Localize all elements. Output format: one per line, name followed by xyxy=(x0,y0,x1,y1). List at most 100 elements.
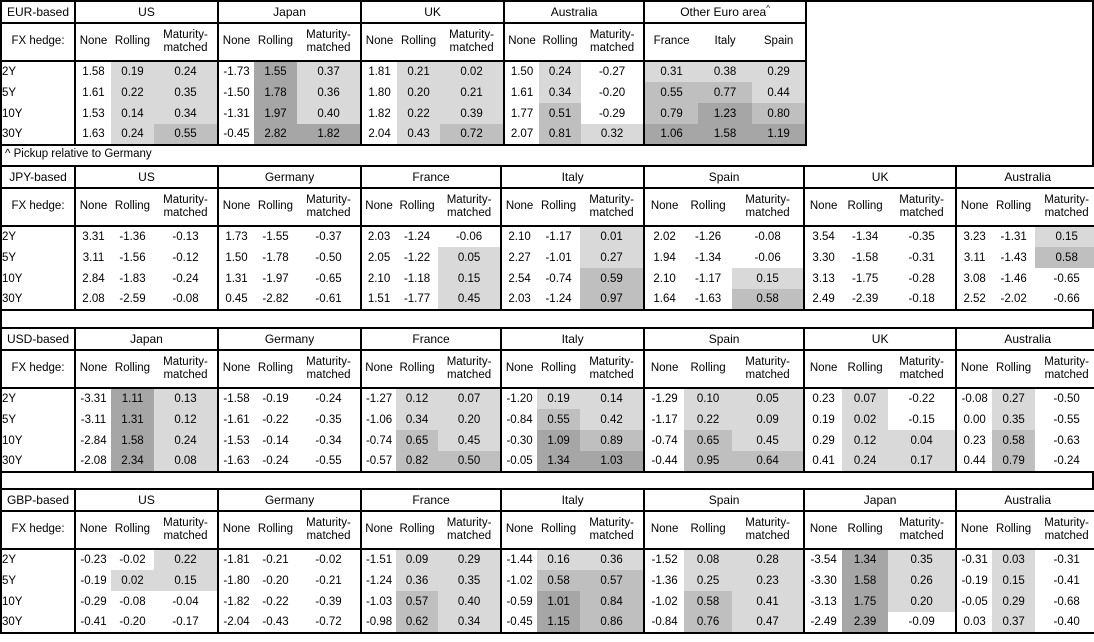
maturity-label: 2Y xyxy=(1,549,76,570)
jpy-based-table: JPY-based US Germany France Italy Spain UK Aust… xyxy=(0,165,1094,311)
value-cell: 0.23 xyxy=(955,430,993,451)
value-cell: 0.21 xyxy=(397,61,441,82)
value-cell: 1.31 xyxy=(111,409,154,430)
country-header: Spain xyxy=(643,166,805,189)
value-cell: 1.63 xyxy=(74,124,111,145)
value-cell: 0.10 xyxy=(684,388,733,409)
value-cell: 0.31 xyxy=(643,61,699,82)
value-cell: 0.41 xyxy=(803,451,843,472)
value-cell: 0.03 xyxy=(955,612,993,633)
hedge-column-header: Maturity-matched xyxy=(888,511,957,550)
value-cell: 0.14 xyxy=(580,388,645,409)
maturity-label: 30Y xyxy=(1,289,76,310)
maturity-data-row: 30Y -0.41 -0.20 -0.17 -2.04 -0.43 -0.72 -0.98 0.… xyxy=(1,612,1094,633)
hedge-column-header: Rolling xyxy=(111,23,154,62)
country-header: Australia xyxy=(503,1,645,24)
value-cell: -2.08 xyxy=(74,451,111,472)
maturity-label: 5Y xyxy=(1,409,76,430)
maturity-data-row: 5Y -0.19 0.02 0.15 -1.80 -0.20 -0.21 -1.24 0.36 0… xyxy=(1,570,1094,591)
value-cell: 0.77 xyxy=(698,82,753,103)
value-cell: 1.03 xyxy=(580,451,645,472)
value-cell: -0.40 xyxy=(1053,616,1080,628)
maturity-data-row: 30Y -2.08 2.34 0.08 -1.63 -0.24 -0.55 -0.57 0.82… xyxy=(1,451,1094,472)
value-cell: -1.31 xyxy=(217,103,255,124)
value-cell: -1.36 xyxy=(643,570,685,591)
value-cell: -1.17 xyxy=(643,409,685,430)
value-cell: 0.45 xyxy=(732,430,805,451)
value-cell: -0.68 xyxy=(1053,595,1080,608)
value-cell: 0.29 xyxy=(438,549,502,570)
value-cell: -1.75 xyxy=(852,272,879,285)
value-cell: 0.81 xyxy=(539,124,582,145)
value-cell: -1.63 xyxy=(217,451,255,472)
value-cell: 2.84 xyxy=(74,268,111,289)
country-header: US xyxy=(73,166,219,189)
value-cell: -0.35 xyxy=(908,231,935,243)
footnote-marker: ^ xyxy=(766,4,770,13)
hedge-column-header: None xyxy=(500,188,538,227)
value-cell: -0.55 xyxy=(315,455,342,467)
value-cell: -0.39 xyxy=(315,595,342,608)
value-cell: 2.02 xyxy=(643,226,685,247)
hedge-column-header: Rolling xyxy=(537,188,581,227)
hedge-column-header: None xyxy=(217,23,255,62)
value-cell: -0.30 xyxy=(500,430,538,451)
hedge-column-header: Maturity-matched xyxy=(438,511,502,550)
fx-hedge-header-row: FX hedge: None Rolling Maturity-matched None… xyxy=(1,188,1094,227)
value-cell: -0.17 xyxy=(172,616,199,628)
hedge-column-header: None xyxy=(500,511,538,550)
value-cell: 0.36 xyxy=(297,82,362,103)
value-cell: -0.29 xyxy=(598,107,626,120)
value-cell: -2.04 xyxy=(217,612,255,633)
value-cell: 0.45 xyxy=(438,289,502,310)
maturity-data-row: 5Y 1.61 0.22 0.35 -1.50 1.78 0.36 1.80 0.20 0.21 1… xyxy=(1,82,807,103)
value-cell: -0.19 xyxy=(262,393,289,405)
value-cell: -2.59 xyxy=(119,293,146,305)
value-cell: 0.03 xyxy=(992,549,1036,570)
value-cell: -1.24 xyxy=(545,293,572,305)
value-cell: 2.34 xyxy=(111,451,154,472)
hedge-column-header: None xyxy=(503,23,540,62)
value-cell: 1.19 xyxy=(752,124,807,145)
value-cell: -1.03 xyxy=(360,591,397,612)
value-cell: -0.41 xyxy=(1053,574,1080,587)
hedge-column-header: Rolling xyxy=(254,511,298,550)
value-cell: 0.79 xyxy=(643,103,699,124)
value-cell: -1.58 xyxy=(852,251,879,264)
value-cell: 0.76 xyxy=(684,612,733,633)
value-cell: 0.58 xyxy=(684,591,733,612)
value-cell: 0.44 xyxy=(955,451,993,472)
value-cell: 1.58 xyxy=(74,61,111,82)
hedge-column-header: None xyxy=(803,350,843,389)
value-cell: 1.81 xyxy=(360,61,398,82)
eur-based-table: EUR-based US Japan UK Australia Other Euro ar… xyxy=(0,0,808,146)
value-cell: 0.04 xyxy=(888,430,957,451)
value-cell: -0.35 xyxy=(315,413,342,426)
hedge-column-header: None xyxy=(217,350,255,389)
value-cell: 0.02 xyxy=(842,409,889,430)
value-cell: -1.29 xyxy=(643,388,685,409)
eur-based-row: EUR-based US Japan UK Australia Other Euro ar… xyxy=(0,0,1094,146)
gbp-based-table-slot: GBP-based US Germany France Italy Spain Japan A… xyxy=(0,488,1094,634)
value-cell: -1.55 xyxy=(262,231,289,243)
value-cell: -0.34 xyxy=(315,434,342,447)
maturity-label: 30Y xyxy=(1,451,76,472)
value-cell: 0.42 xyxy=(580,409,645,430)
value-cell: 3.08 xyxy=(955,268,993,289)
value-cell: 0.43 xyxy=(397,124,441,145)
value-cell: 0.27 xyxy=(992,388,1036,409)
country-header: France xyxy=(360,489,502,512)
value-cell: 0.36 xyxy=(396,570,439,591)
hedge-column-header: None xyxy=(74,188,111,227)
value-cell: -0.05 xyxy=(955,591,993,612)
country-header: Italy xyxy=(500,328,645,351)
value-cell: 0.40 xyxy=(438,591,502,612)
hedge-column-header: None xyxy=(360,23,398,62)
value-cell: 1.97 xyxy=(254,103,298,124)
value-cell: 1.34 xyxy=(842,549,889,570)
value-cell: 0.32 xyxy=(581,124,645,145)
value-cell: 0.55 xyxy=(154,124,219,145)
value-cell: 2.05 xyxy=(360,247,397,268)
value-cell: 1.31 xyxy=(217,268,255,289)
country-header: UK xyxy=(803,328,957,351)
